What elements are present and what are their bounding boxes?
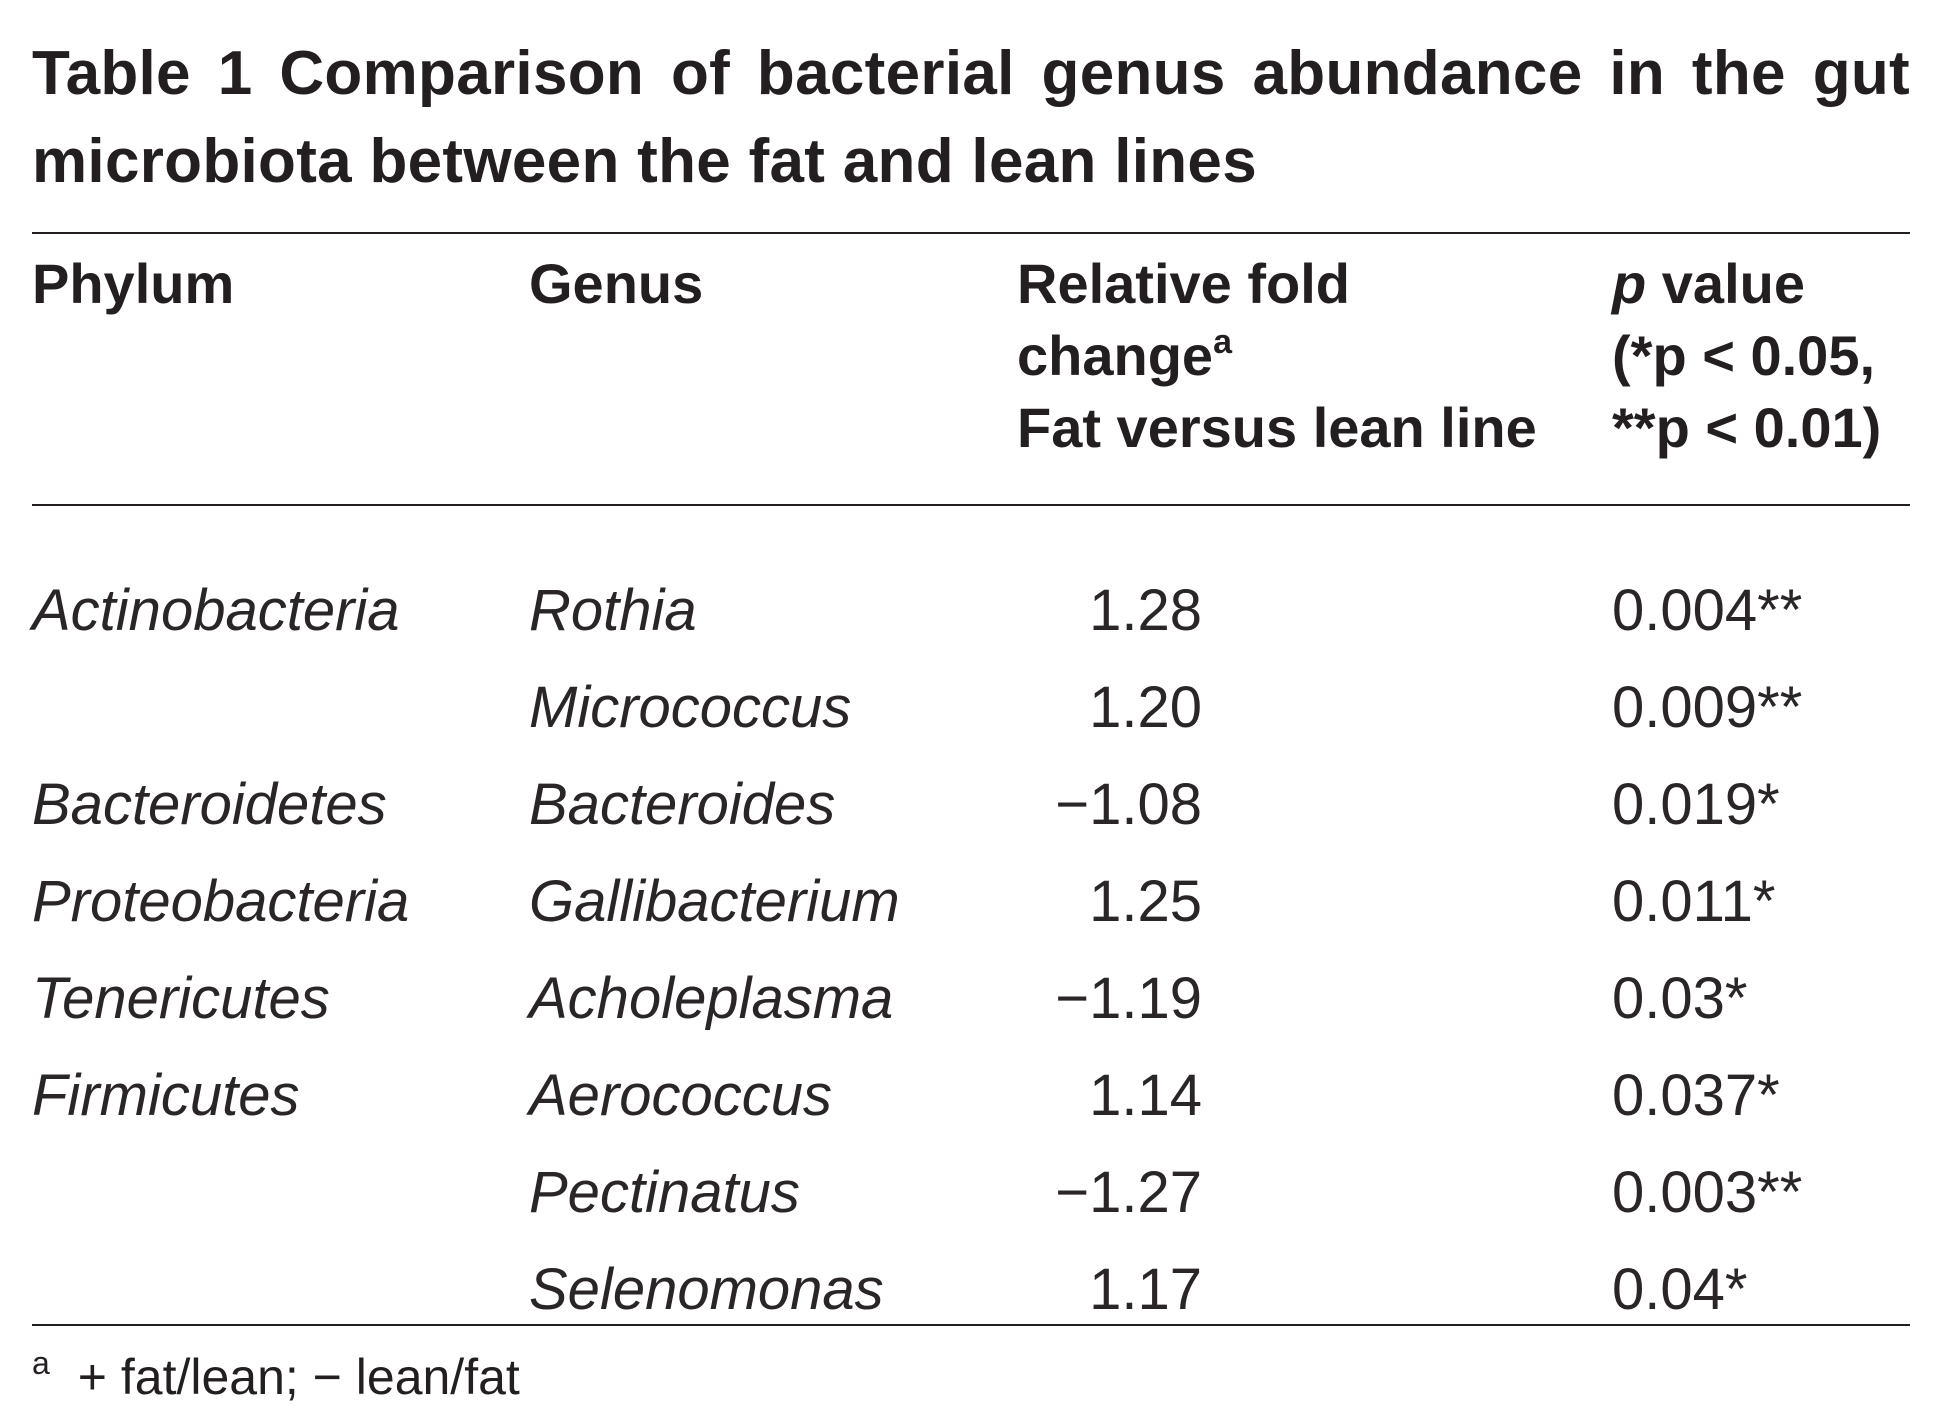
cell-p-value: 0.03* <box>1612 966 1748 1031</box>
header-fold-line1: Relative fold <box>1017 252 1350 315</box>
table-row: Tenericutes Acholeplasma −1.19 0.03* <box>32 950 1910 1047</box>
header-fold-change: Relative fold changea Fat versus lean li… <box>1017 248 1537 464</box>
cell-genus: Pectinatus <box>529 1160 800 1225</box>
cell-fold-change: 1.28 <box>1089 578 1202 643</box>
cell-p-value: 0.004** <box>1612 578 1803 643</box>
cell-genus: Selenomonas <box>529 1257 884 1322</box>
cell-phylum: Firmicutes <box>32 1063 300 1128</box>
table-body: Actinobacteria Rothia 1.28 0.004** Micro… <box>32 562 1910 1338</box>
cell-genus: Rothia <box>529 578 697 643</box>
cell-genus: Gallibacterium <box>529 869 900 934</box>
cell-fold-change: 1.14 <box>1089 1063 1202 1128</box>
header-phylum: Phylum <box>32 252 235 315</box>
footnote-mark: a <box>32 1345 50 1381</box>
table-row: Actinobacteria Rothia 1.28 0.004** <box>32 562 1910 659</box>
header-fold-line2: changea <box>1017 323 1232 387</box>
cell-genus: Micrococcus <box>529 675 852 740</box>
cell-fold-change: 1.20 <box>1089 675 1202 740</box>
cell-p-value: 0.037* <box>1612 1063 1780 1128</box>
cell-fold-change: −1.08 <box>1055 772 1202 837</box>
table-row: Selenomonas 1.17 0.04* <box>32 1241 1910 1338</box>
header-fold-line3: Fat versus lean line <box>1017 396 1537 459</box>
table-row: Micrococcus 1.20 0.009** <box>32 659 1910 756</box>
cell-fold-change: −1.27 <box>1055 1160 1202 1225</box>
cell-p-value: 0.009** <box>1612 675 1803 740</box>
table-title: Table 1 Comparison of bacterial genus ab… <box>32 39 1910 196</box>
cell-fold-change: 1.17 <box>1089 1257 1202 1322</box>
bottom-rule <box>32 1324 1910 1326</box>
table-row: Pectinatus −1.27 0.003** <box>32 1144 1910 1241</box>
table-footnote: a + fat/lean; − lean/fat <box>32 1342 520 1412</box>
cell-phylum: Bacteroidetes <box>32 772 387 837</box>
cell-p-value: 0.011* <box>1612 869 1776 934</box>
cell-genus: Aerococcus <box>529 1063 833 1128</box>
cell-p-value: 0.019* <box>1612 772 1780 837</box>
cell-genus: Acholeplasma <box>529 966 894 1031</box>
table-row: Firmicutes Aerococcus 1.14 0.037* <box>32 1047 1910 1144</box>
header-p-line2: (*p < 0.05, <box>1612 324 1876 387</box>
table-row: Proteobacteria Gallibacterium 1.25 0.011… <box>32 853 1910 950</box>
cell-genus: Bacteroides <box>529 772 836 837</box>
cell-fold-change: −1.19 <box>1055 966 1202 1031</box>
cell-p-value: 0.003** <box>1612 1160 1803 1225</box>
cell-phylum: Proteobacteria <box>32 869 410 934</box>
header-p-value: p value (*p < 0.05, **p < 0.01) <box>1612 248 1881 464</box>
header-genus: Genus <box>529 252 704 315</box>
table-container: Table 1 Comparison of bacterial genus ab… <box>32 30 1910 1405</box>
cell-p-value: 0.04* <box>1612 1257 1748 1322</box>
footnote-superscript: a <box>1213 323 1232 361</box>
footnote-text: + fat/lean; − lean/fat <box>77 1349 520 1405</box>
header-rule <box>32 504 1910 506</box>
header-p-line1: p value <box>1612 252 1805 315</box>
cell-phylum: Tenericutes <box>32 966 330 1031</box>
table-row: Bacteroidetes Bacteroides −1.08 0.019* <box>32 756 1910 853</box>
top-rule <box>32 232 1910 234</box>
cell-phylum: Actinobacteria <box>32 578 400 643</box>
header-p-line3: **p < 0.01) <box>1612 396 1882 459</box>
cell-fold-change: 1.25 <box>1089 869 1202 934</box>
